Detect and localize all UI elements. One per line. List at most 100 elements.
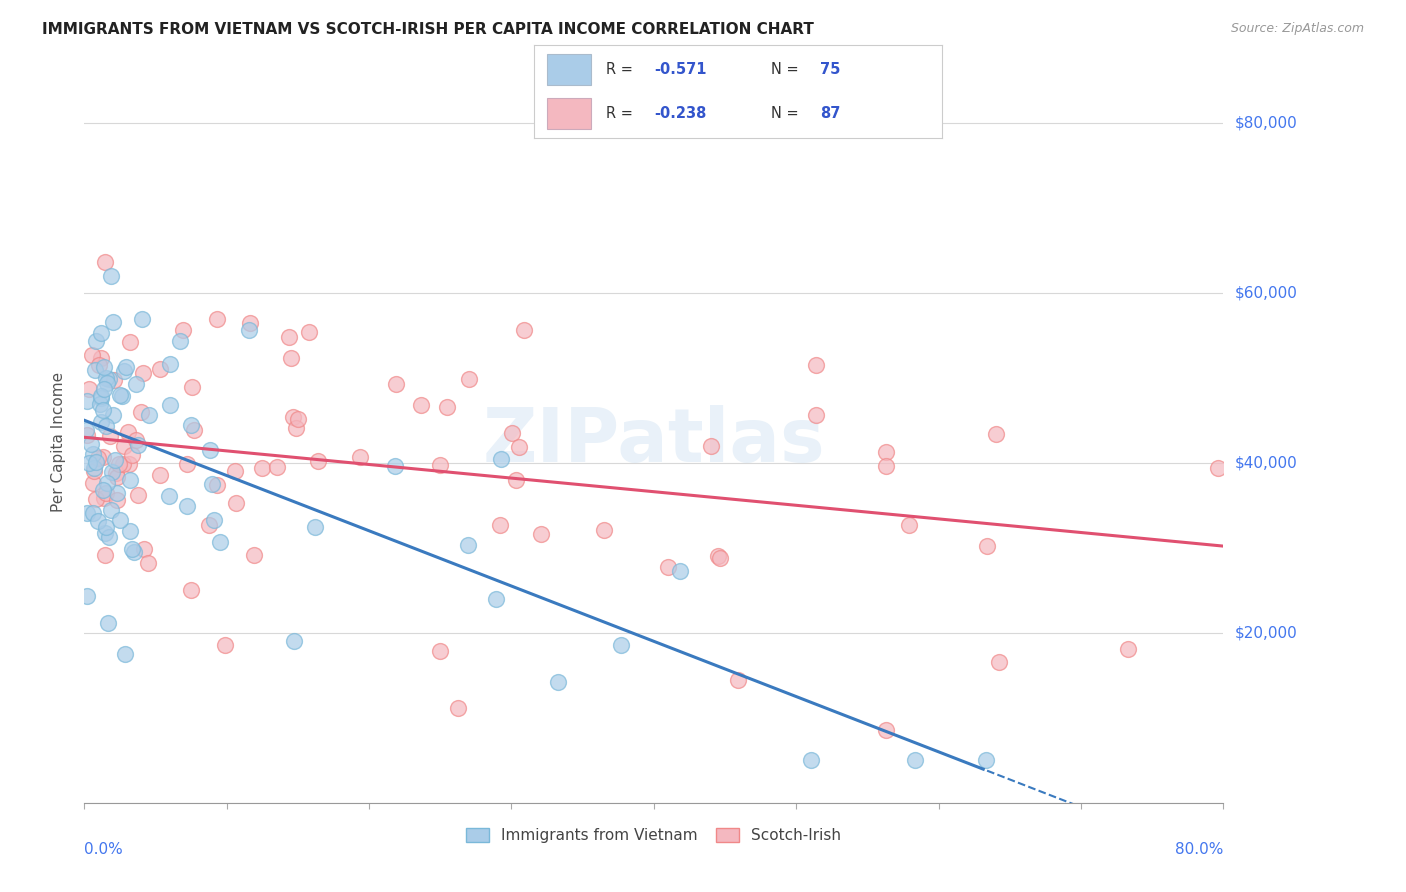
Text: 75: 75 [820, 62, 839, 77]
Point [501, 426, 523, 441]
Point [707, 549, 730, 563]
Point [875, 723, 897, 738]
Point [205, 478, 228, 492]
Point [76, 428, 98, 442]
Point [136, 556, 159, 570]
Point [83, 461, 105, 475]
Point [131, 366, 153, 380]
Point [97, 615, 120, 630]
Point [90, 389, 112, 403]
Point [77, 382, 100, 396]
Point [485, 591, 508, 606]
Point [287, 412, 309, 426]
Point [86, 334, 108, 348]
Point [112, 364, 135, 378]
Point [76, 590, 98, 604]
Text: $60,000: $60,000 [1234, 285, 1298, 301]
Point [108, 457, 131, 471]
Point [87, 514, 110, 528]
Point [149, 362, 172, 376]
Point [897, 518, 920, 533]
Point [82, 447, 104, 461]
Text: 87: 87 [820, 106, 839, 121]
Point [82, 476, 104, 491]
Point [447, 701, 470, 715]
Point [94, 370, 117, 384]
Text: Source: ZipAtlas.com: Source: ZipAtlas.com [1230, 22, 1364, 36]
Point [209, 535, 232, 549]
Point [198, 517, 221, 532]
Point [180, 380, 202, 394]
Point [266, 459, 288, 474]
Point [76, 393, 98, 408]
Point [108, 388, 131, 402]
Point [101, 408, 124, 422]
Y-axis label: Per Capita Income: Per Capita Income [51, 371, 66, 512]
Point [100, 502, 122, 516]
Point [1206, 461, 1229, 475]
Point [122, 544, 145, 558]
Point [138, 408, 160, 422]
Point [429, 458, 451, 472]
Point [530, 526, 553, 541]
Point [111, 389, 134, 403]
Text: 0.0%: 0.0% [84, 842, 124, 856]
Point [90, 392, 112, 406]
Point [114, 647, 136, 661]
Point [159, 397, 181, 411]
Point [489, 517, 512, 532]
Point [117, 425, 139, 439]
Point [800, 753, 823, 767]
Point [727, 673, 749, 688]
Text: -0.238: -0.238 [655, 106, 707, 121]
Point [176, 499, 198, 513]
Point [101, 466, 124, 480]
Point [198, 442, 221, 457]
Point [224, 464, 246, 478]
Text: $40,000: $40,000 [1234, 455, 1298, 470]
Point [239, 316, 262, 330]
Point [79, 456, 101, 470]
Point [121, 542, 143, 557]
Point [84, 363, 107, 377]
Point [96, 486, 118, 500]
Point [93, 548, 115, 562]
Point [159, 357, 181, 371]
Point [984, 427, 1007, 442]
Point [104, 453, 127, 467]
Point [132, 542, 155, 557]
Point [804, 358, 827, 372]
Point [87, 451, 110, 466]
Point [875, 445, 897, 459]
Point [104, 466, 127, 480]
Point [90, 351, 112, 366]
Point [243, 548, 266, 562]
Point [875, 458, 897, 473]
Point [120, 524, 142, 539]
Point [283, 634, 305, 648]
Point [547, 674, 569, 689]
Legend: Immigrants from Vietnam, Scotch-Irish: Immigrants from Vietnam, Scotch-Irish [460, 822, 848, 849]
Point [699, 439, 721, 453]
Point [96, 476, 118, 491]
Point [105, 493, 128, 508]
Point [91, 483, 114, 498]
Point [610, 638, 633, 652]
Point [105, 485, 128, 500]
Point [115, 359, 138, 374]
Point [281, 409, 304, 424]
Point [131, 312, 153, 326]
Point [90, 326, 112, 341]
Text: $80,000: $80,000 [1234, 115, 1298, 130]
Point [105, 470, 128, 484]
Point [100, 268, 122, 283]
Point [157, 489, 180, 503]
Point [94, 520, 117, 534]
Point [131, 405, 153, 419]
Point [98, 428, 121, 442]
Point [93, 403, 115, 417]
Text: -0.571: -0.571 [655, 62, 707, 77]
FancyBboxPatch shape [547, 98, 592, 129]
Point [96, 376, 118, 391]
Point [225, 496, 247, 510]
